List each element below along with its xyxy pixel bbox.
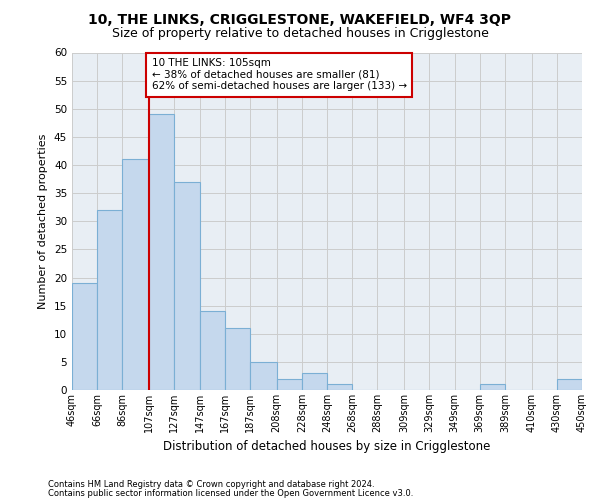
Bar — [250, 362, 277, 390]
Bar — [174, 182, 199, 390]
X-axis label: Distribution of detached houses by size in Crigglestone: Distribution of detached houses by size … — [163, 440, 491, 454]
Text: Size of property relative to detached houses in Crigglestone: Size of property relative to detached ho… — [112, 28, 488, 40]
Bar — [327, 384, 352, 390]
Text: Contains public sector information licensed under the Open Government Licence v3: Contains public sector information licen… — [48, 490, 413, 498]
Text: Contains HM Land Registry data © Crown copyright and database right 2024.: Contains HM Land Registry data © Crown c… — [48, 480, 374, 489]
Bar — [480, 384, 505, 390]
Bar — [277, 379, 302, 390]
Y-axis label: Number of detached properties: Number of detached properties — [38, 134, 49, 309]
Bar — [72, 283, 97, 390]
Bar — [97, 210, 122, 390]
Bar — [557, 379, 582, 390]
Text: 10 THE LINKS: 105sqm
← 38% of detached houses are smaller (81)
62% of semi-detac: 10 THE LINKS: 105sqm ← 38% of detached h… — [152, 58, 407, 92]
Bar — [122, 160, 149, 390]
Bar — [199, 311, 225, 390]
Bar — [302, 373, 327, 390]
Bar — [225, 328, 250, 390]
Bar — [149, 114, 174, 390]
Text: 10, THE LINKS, CRIGGLESTONE, WAKEFIELD, WF4 3QP: 10, THE LINKS, CRIGGLESTONE, WAKEFIELD, … — [89, 12, 511, 26]
